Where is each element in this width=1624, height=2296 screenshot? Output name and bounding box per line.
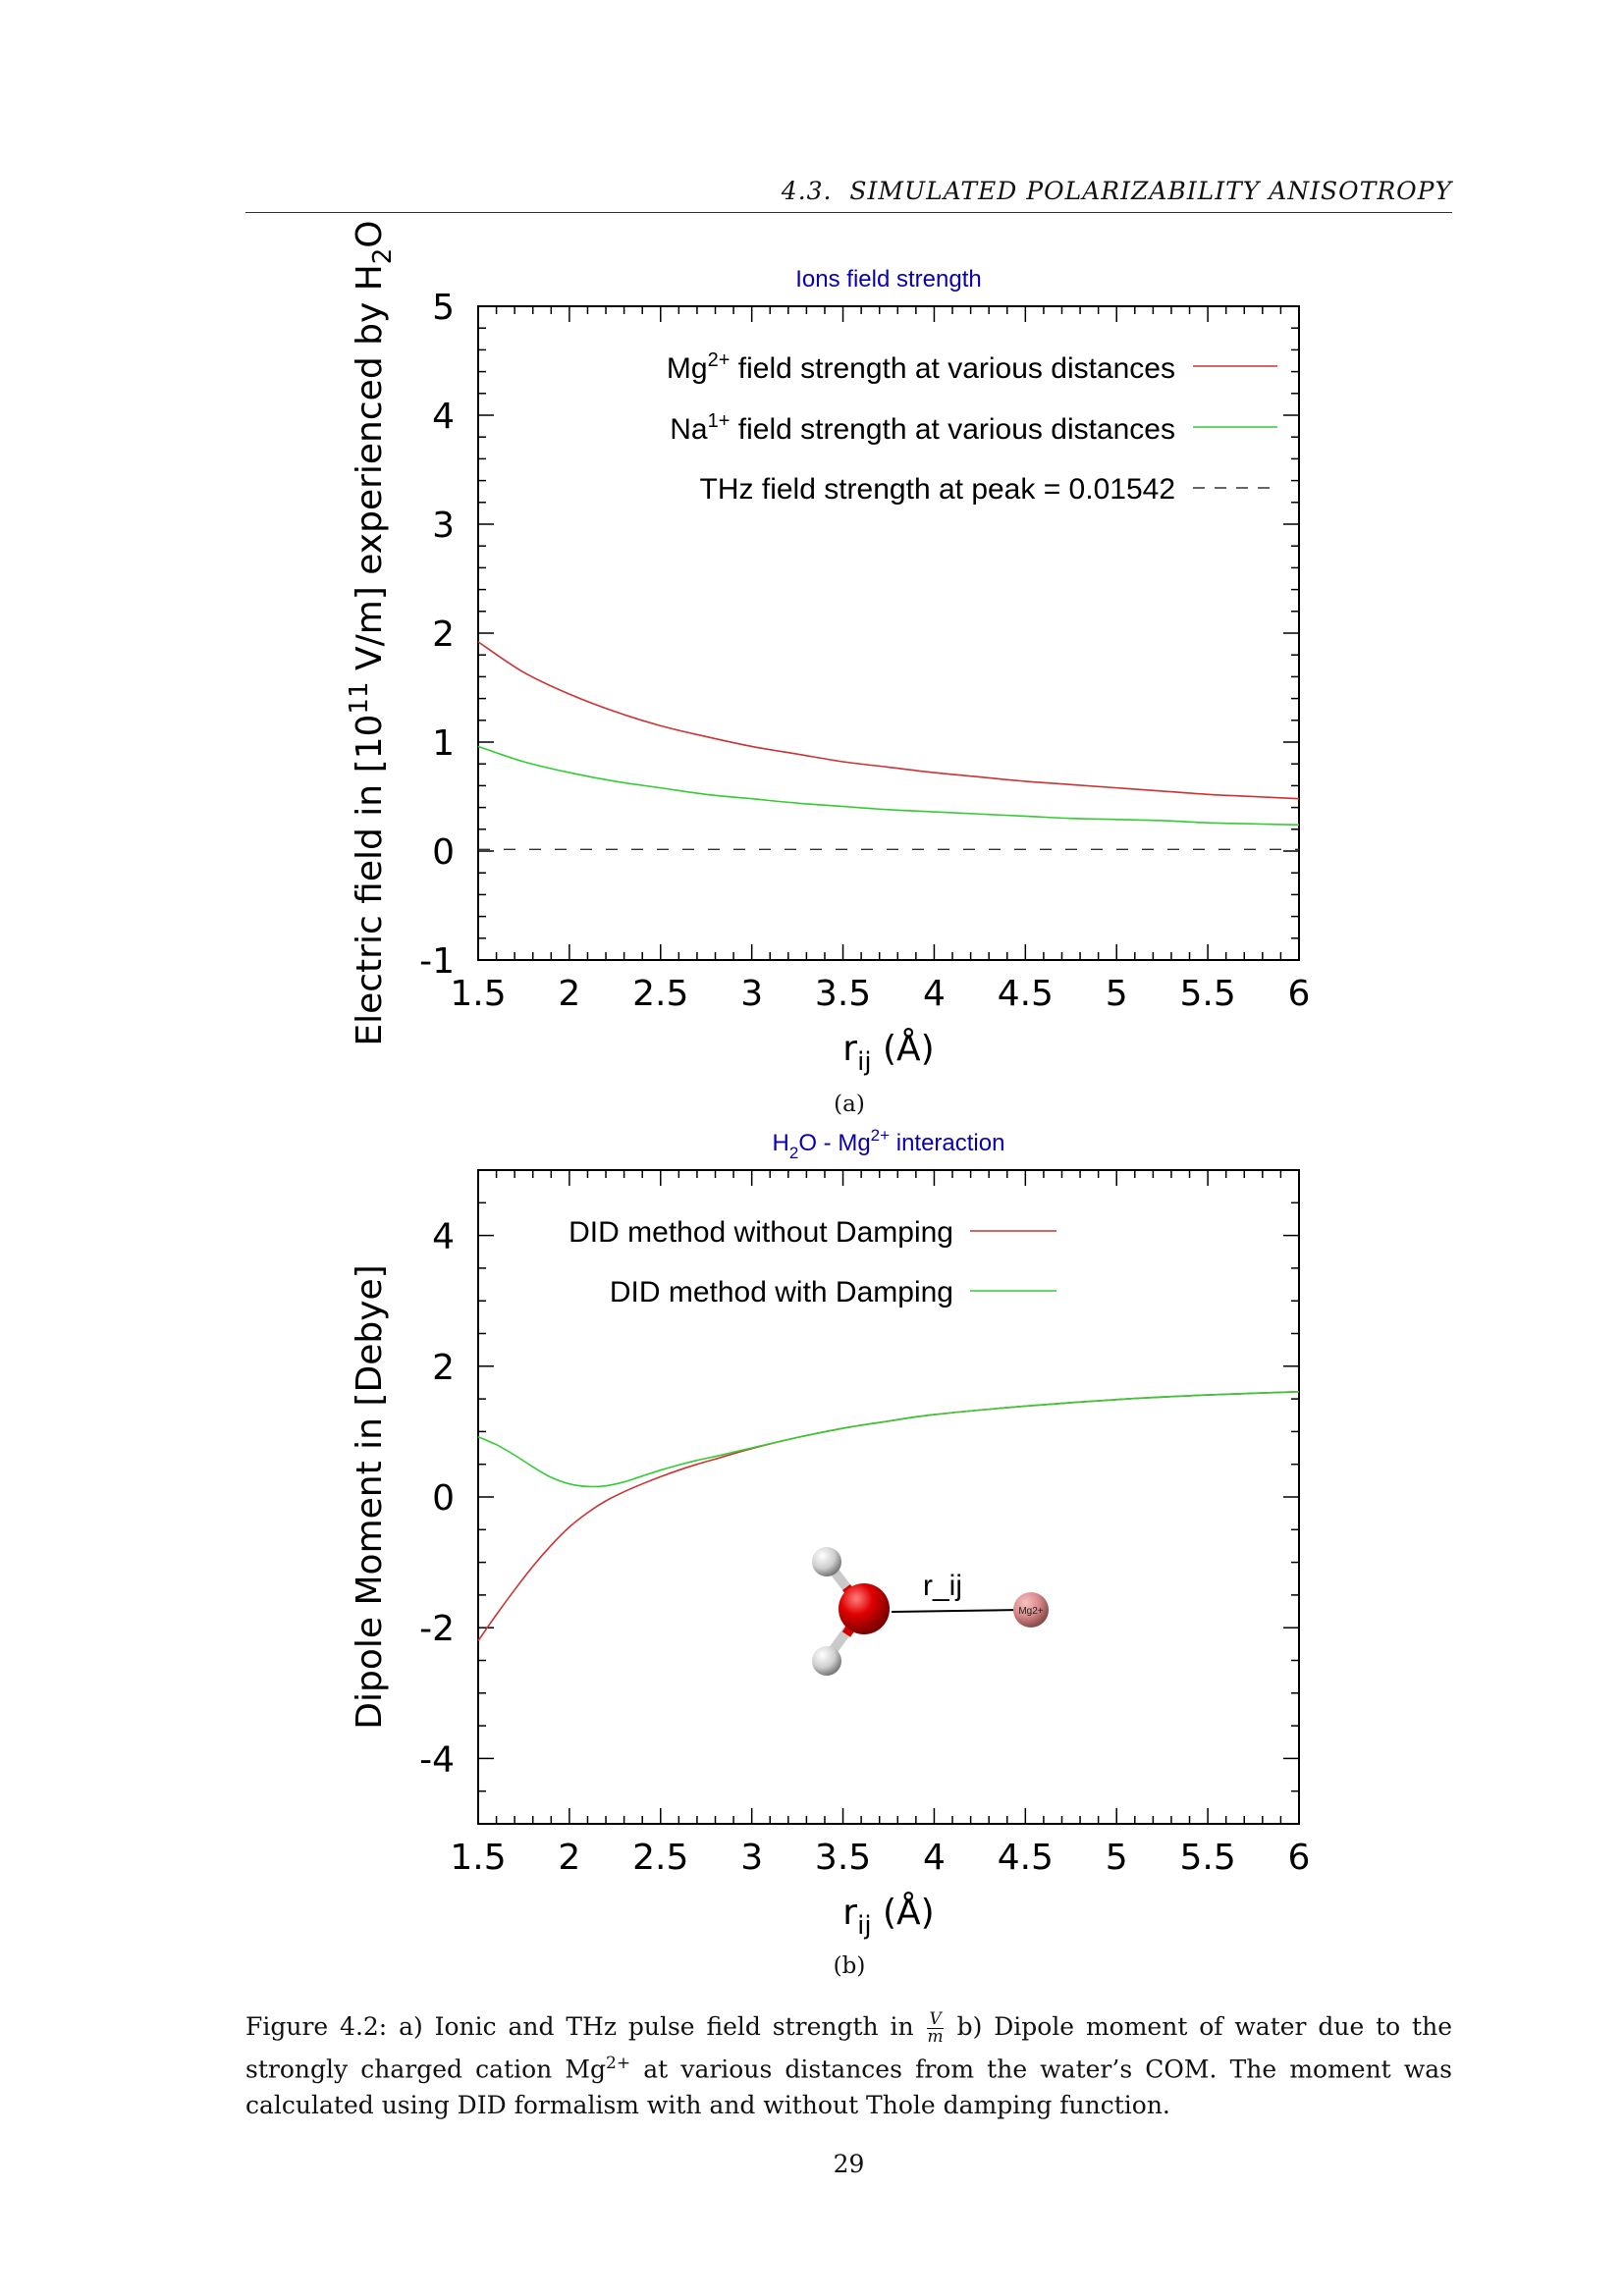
- chart-b-x-tick-labels: 1.5 2 2.5 3 3.5 4 4.5 5 5.5 6: [450, 1838, 1310, 1878]
- a-x-tick-label: 2: [558, 974, 580, 1014]
- b-y-tick-label: 4: [432, 1217, 455, 1257]
- header-section-title: SIMULATED POLARIZABILITY ANISOTROPY: [849, 177, 1452, 205]
- a-y-tick-label: 1: [432, 723, 455, 764]
- chart-a-x-tick-labels: 1.5 2 2.5 3 3.5 4 4.5 5 5.5 6: [450, 974, 1310, 1014]
- b-x-tick-label: 5: [1106, 1838, 1128, 1878]
- chart-a-plot-frame: [477, 305, 1300, 961]
- chart-b-plot-frame: [477, 1169, 1300, 1825]
- chart-h2o-mg-interaction: H2O - Mg2+ interaction 1.5 2 2.5 3 3.5 4 4.5 5 5…: [350, 1126, 1310, 1941]
- chart-a-x-axis-label: rij (Å): [842, 1027, 934, 1077]
- chart-b-x-axis-label: rij (Å): [842, 1891, 934, 1941]
- legend-with-damping-label: DID method with Damping: [610, 1276, 953, 1308]
- a-x-tick-label: 5: [1106, 974, 1128, 1014]
- a-y-tick-label: 4: [432, 397, 455, 437]
- chart-b-series: [477, 1390, 1300, 1641]
- chart-a-y-axis-label: Electric field in [1011 V/m] experienced…: [345, 220, 398, 1045]
- b-x-tick-label: 2: [558, 1838, 580, 1878]
- b-x-tick-label: 3.5: [815, 1838, 871, 1878]
- header-section-number: 4.3.: [781, 177, 833, 205]
- a-x-tick-label: 3: [740, 974, 763, 1014]
- a-series-line-1: [477, 745, 1300, 827]
- a-y-tick-label: 2: [432, 614, 455, 655]
- chart-b-y-axis-label: Dipole Moment in [Debye]: [350, 1264, 390, 1729]
- a-x-tick-label: 2.5: [632, 974, 688, 1014]
- header-rule: [245, 212, 1452, 213]
- a-x-tick-label: 6: [1288, 974, 1311, 1014]
- page-number: 29: [833, 2150, 865, 2178]
- b-y-tick-label: -2: [419, 1609, 455, 1649]
- b-x-tick-label: 6: [1288, 1838, 1311, 1878]
- hydrogen-atom-upper: [812, 1547, 841, 1576]
- rij-label: r_ij: [923, 1570, 962, 1602]
- a-x-tick-label: 4: [923, 974, 946, 1014]
- b-x-tick-label: 3: [740, 1838, 763, 1878]
- running-header: 4.3. SIMULATED POLARIZABILITY ANISOTROPY: [245, 177, 1452, 205]
- subcaption-b: (b): [833, 1953, 866, 1979]
- caption-superscript: 2+: [606, 2054, 631, 2073]
- chart-a-ticks: [477, 305, 1300, 961]
- b-x-tick-label: 2.5: [632, 1838, 688, 1878]
- b-y-tick-label: -4: [419, 1739, 455, 1780]
- b-x-tick-label: 5.5: [1179, 1838, 1235, 1878]
- b-series-line-1: [477, 1390, 1300, 1488]
- a-x-tick-label: 3.5: [815, 974, 871, 1014]
- caption-text-part-1: a) Ionic and THz pulse field strength in: [387, 2012, 926, 2041]
- magnesium-ion-label: Mg2+: [1018, 1606, 1043, 1617]
- legend-na-label: Na1+ field strength at various distances: [670, 410, 1175, 446]
- subcaption-a: (a): [834, 1092, 865, 1117]
- chart-b-title: H2O - Mg2+ interaction: [773, 1126, 1005, 1162]
- legend-mg-label: Mg2+ field strength at various distances: [667, 349, 1175, 385]
- a-y-tick-label: 0: [432, 832, 455, 873]
- chart-b-ticks: [477, 1169, 1300, 1825]
- chart-b-y-tick-labels: -4 -2 0 2 4: [419, 1217, 455, 1781]
- a-y-tick-label: 5: [432, 288, 455, 328]
- caption-text-part-3: at various distances from the water’s CO…: [245, 2055, 1453, 2120]
- chart-a-title: Ions field strength: [795, 266, 981, 293]
- a-series-line-0: [477, 641, 1300, 800]
- caption-text-part-2: b) Dipole moment of water due to the str…: [245, 2012, 1452, 2084]
- a-x-tick-label: 1.5: [450, 974, 506, 1014]
- chart-a-legend: Mg2+ field strength at various distances…: [667, 349, 1277, 506]
- chart-b-legend: DID method without Damping DID method wi…: [568, 1216, 1056, 1308]
- a-x-tick-label: 5.5: [1179, 974, 1235, 1014]
- water-mg-molecule-illustration: Mg2+ r_ij: [812, 1547, 1049, 1676]
- legend-without-damping-label: DID method without Damping: [568, 1216, 953, 1249]
- oxygen-atom: [839, 1583, 890, 1634]
- hydrogen-atom-lower: [812, 1646, 841, 1676]
- chart-ions-field-strength: Ions field strength 1.5 2 2.5 3 3.5 4 4.5 5 5.5 6…: [345, 220, 1310, 1077]
- chart-a-y-tick-labels: -1 0 1 2 3 4 5: [419, 288, 455, 982]
- b-x-tick-label: 4: [923, 1838, 946, 1878]
- a-y-tick-label: 3: [432, 506, 455, 546]
- b-x-tick-label: 4.5: [998, 1838, 1054, 1878]
- magnesium-ion: [1013, 1592, 1049, 1628]
- caption-label: Figure 4.2:: [245, 2012, 388, 2041]
- b-y-tick-label: 2: [432, 1348, 455, 1388]
- b-y-tick-label: 0: [432, 1478, 455, 1519]
- legend-thz-label: THz field strength at peak = 0.01542: [700, 473, 1175, 506]
- figure-caption: Figure 4.2: a) Ionic and THz pulse field…: [245, 2008, 1452, 2123]
- b-x-tick-label: 1.5: [450, 1838, 506, 1878]
- rij-distance-line: [891, 1609, 1022, 1613]
- chart-a-series: [477, 641, 1300, 850]
- a-x-tick-label: 4.5: [998, 974, 1054, 1014]
- a-y-tick-label: -1: [419, 941, 455, 982]
